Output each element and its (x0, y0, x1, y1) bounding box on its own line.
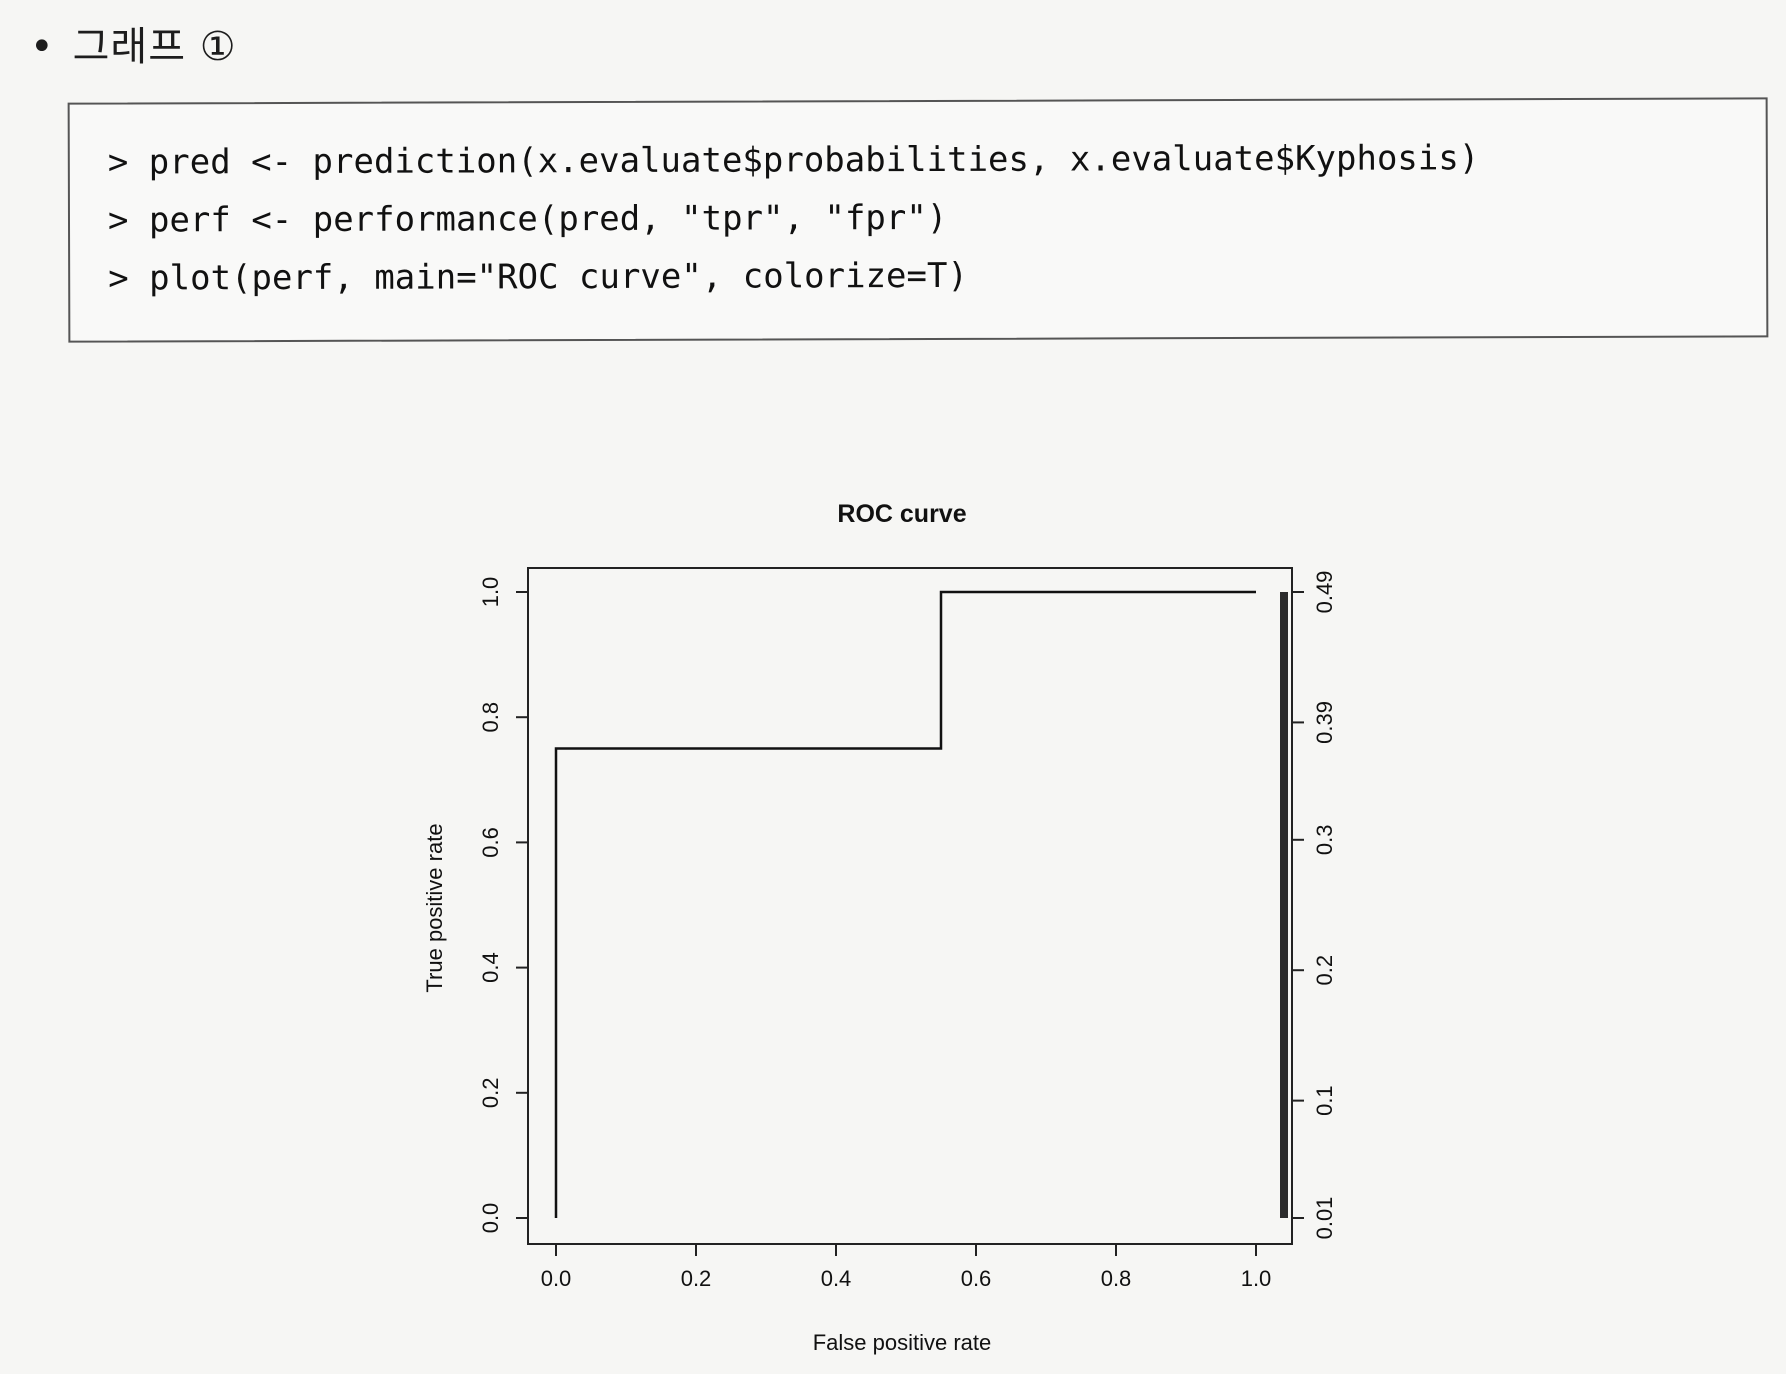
bullet: • (30, 24, 55, 70)
x-tick-label: 0.4 (821, 1266, 852, 1291)
y-tick-label: 0.8 (478, 702, 503, 733)
colorbar-strip (1280, 592, 1288, 1218)
roc-curve-line (554, 590, 1256, 1218)
colorbar-tick-label: 0.39 (1312, 701, 1337, 744)
colorbar-tick-label: 0.01 (1312, 1197, 1337, 1240)
section-heading: • 그래프 ① (30, 14, 237, 72)
y-tick-label: 0.4 (478, 952, 503, 983)
x-axis: 0.0 0.2 0.4 0.6 0.8 1.0 (541, 1244, 1272, 1291)
colorbar-tick-label: 0.1 (1312, 1085, 1337, 1116)
colorbar-tick-label: 0.49 (1312, 571, 1337, 614)
x-tick-label: 0.6 (961, 1266, 992, 1291)
x-tick-label: 1.0 (1241, 1266, 1272, 1291)
plot-frame (527, 567, 1293, 1245)
colorbar: 0.01 0.1 0.2 0.3 0.39 0.49 (1280, 571, 1337, 1240)
x-tick-label: 0.8 (1101, 1266, 1132, 1291)
chart-title: ROC curve (837, 500, 966, 528)
y-tick-label: 0.2 (478, 1078, 503, 1109)
y-tick-label: 0.0 (478, 1203, 503, 1234)
y-axis-label: True positive rate (422, 823, 447, 992)
colorbar-tick-label: 0.3 (1312, 824, 1337, 855)
x-tick-label: 0.0 (541, 1266, 572, 1291)
y-tick-label: 0.6 (478, 827, 503, 858)
y-tick-label: 1.0 (478, 577, 503, 608)
y-axis: 0.0 0.2 0.4 0.6 0.8 1.0 (478, 577, 528, 1234)
x-tick-label: 0.2 (681, 1266, 712, 1291)
colorbar-tick-label: 0.2 (1312, 955, 1337, 986)
series-layer (554, 590, 1256, 1218)
x-axis-label: False positive rate (813, 1330, 992, 1355)
heading-text: 그래프 ① (72, 24, 237, 70)
